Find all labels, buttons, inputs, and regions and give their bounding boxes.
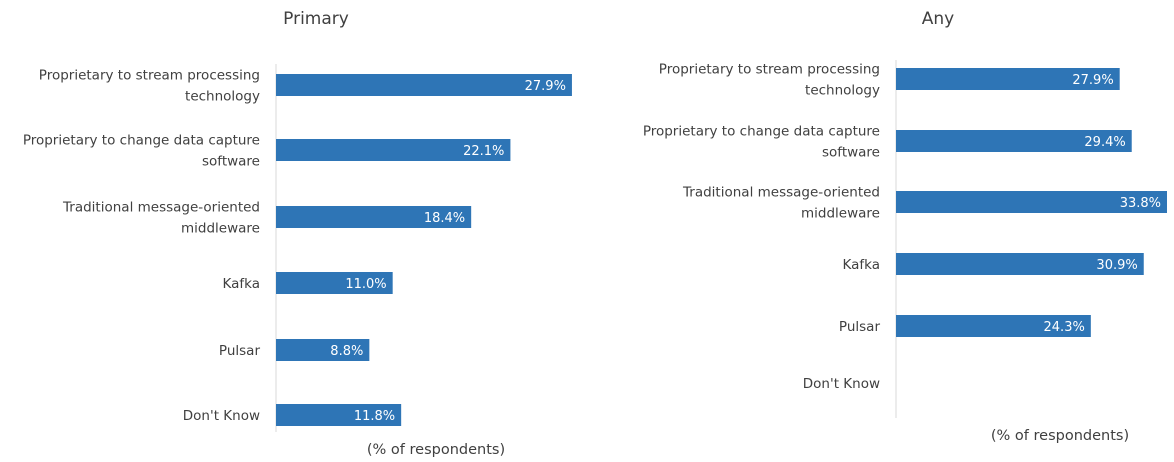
category-label-line: Kafka [223,276,261,292]
chart-any: Any Proprietary to stream processing techn… [643,9,1167,444]
bar [276,139,511,161]
category-label: Pulsar [219,343,261,359]
category-label-line: Proprietary to stream processing [39,68,260,84]
category-label-line: Pulsar [839,319,881,335]
chart-title-primary: Primary [283,9,349,29]
bar [896,68,1120,90]
category-label-line: middleware [801,206,880,222]
bar [276,74,572,96]
category-label-line: Proprietary to stream processing [659,62,880,78]
category-label-line: Don't Know [183,408,260,424]
axis-note-any: (% of respondents) [991,428,1129,444]
category-label-line: Kafka [843,257,881,273]
category-label: Pulsar [839,319,881,335]
bar-value-label: 27.9% [525,79,566,94]
category-label: Traditional message-oriented middleware [682,185,880,222]
category-label: Don't Know [803,376,880,392]
bar-value-label: 30.9% [1096,258,1137,273]
bar [276,404,402,426]
bar-value-label: 8.8% [330,344,363,359]
category-label: Traditional message-oriented middleware [62,200,260,237]
bar-value-label: 24.3% [1044,320,1085,335]
bar-value-label: 22.1% [463,144,504,159]
axis-note-primary: (% of respondents) [367,442,505,458]
bar-value-label: 29.4% [1084,135,1125,150]
category-label: Proprietary to change data capture softwa… [23,133,260,170]
category-label-line: Traditional message-oriented [682,185,880,201]
bar [276,206,472,228]
category-label-line: Pulsar [219,343,261,359]
bar [276,272,393,294]
category-label: Don't Know [183,408,260,424]
category-label-line: Don't Know [803,376,880,392]
bar [896,253,1144,275]
chart-title-any: Any [922,9,954,29]
bar-value-label: 27.9% [1072,73,1113,88]
category-label-line: Proprietary to change data capture [23,133,260,149]
category-label-line: middleware [181,221,260,237]
category-label-line: Traditional message-oriented [62,200,260,216]
category-label-line: software [202,154,260,170]
chart-primary: Primary Proprietary to stream processing t… [23,9,572,458]
bar-value-label: 11.0% [345,277,386,292]
bar-value-label: 11.8% [354,409,395,424]
category-label: Kafka [223,276,261,292]
bar [276,339,370,361]
category-label-line: Proprietary to change data capture [643,124,880,140]
category-label-line: technology [185,89,260,105]
category-label: Proprietary to change data capture softwa… [643,124,880,161]
category-label-line: software [822,145,880,161]
bar-value-label: 33.8% [1120,196,1161,211]
category-label: Proprietary to stream processing technolo… [39,68,260,105]
bar-value-label: 18.4% [424,211,465,226]
category-label-line: technology [805,83,880,99]
category-label: Kafka [843,257,881,273]
bar [896,315,1091,337]
category-label: Proprietary to stream processing technolo… [659,62,880,99]
bar [896,191,1167,213]
bar [896,130,1132,152]
